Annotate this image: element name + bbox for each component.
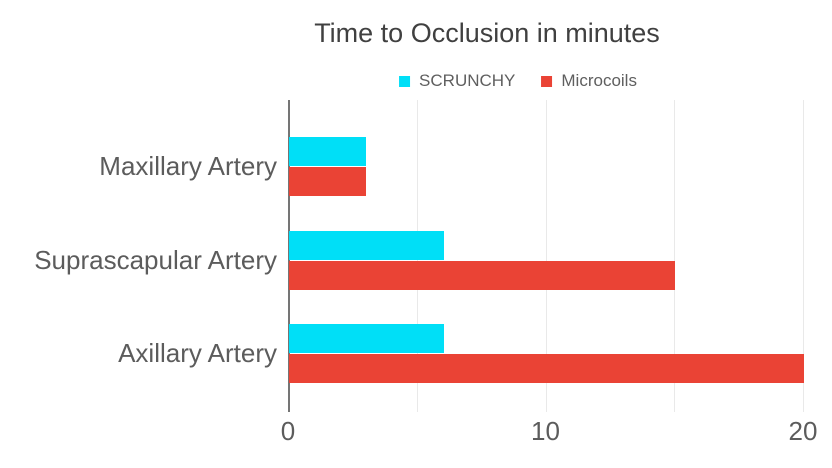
bar-scrunchy-maxillary-artery[interactable] bbox=[289, 136, 367, 166]
plot-area bbox=[288, 100, 821, 412]
legend-label: SCRUNCHY bbox=[419, 71, 516, 90]
category-axis-labels: Maxillary Artery Suprascapular Artery Axil… bbox=[0, 0, 282, 468]
x-tick-label: 10 bbox=[531, 416, 560, 446]
legend-label: Microcoils bbox=[561, 71, 637, 90]
legend-entry-scrunchy[interactable]: SCRUNCHY bbox=[399, 71, 515, 91]
bar-scrunchy-axillary-artery[interactable] bbox=[289, 323, 444, 353]
bar-microcoils-suprascapular-artery[interactable] bbox=[289, 260, 676, 290]
category-label: Maxillary Artery bbox=[99, 151, 277, 181]
legend-swatch-icon bbox=[399, 75, 411, 87]
category-label: Axillary Artery bbox=[118, 338, 277, 368]
gridline bbox=[803, 100, 804, 412]
gridline bbox=[545, 100, 547, 412]
category-label: Suprascapular Artery bbox=[34, 245, 277, 275]
bar-microcoils-maxillary-artery[interactable] bbox=[289, 166, 367, 196]
x-tick-label: 0 bbox=[280, 416, 296, 446]
legend-swatch-icon bbox=[541, 75, 553, 87]
legend-entry-microcoils[interactable]: Microcoils bbox=[541, 71, 637, 91]
chart-legend: SCRUNCHY Microcoils bbox=[399, 71, 637, 91]
gridline bbox=[674, 100, 676, 412]
bar-scrunchy-suprascapular-artery[interactable] bbox=[289, 230, 444, 260]
x-tick-label: 20 bbox=[788, 416, 818, 446]
chart-title: Time to Occlusion in minutes bbox=[314, 18, 660, 48]
bar-microcoils-axillary-artery[interactable] bbox=[289, 353, 804, 383]
